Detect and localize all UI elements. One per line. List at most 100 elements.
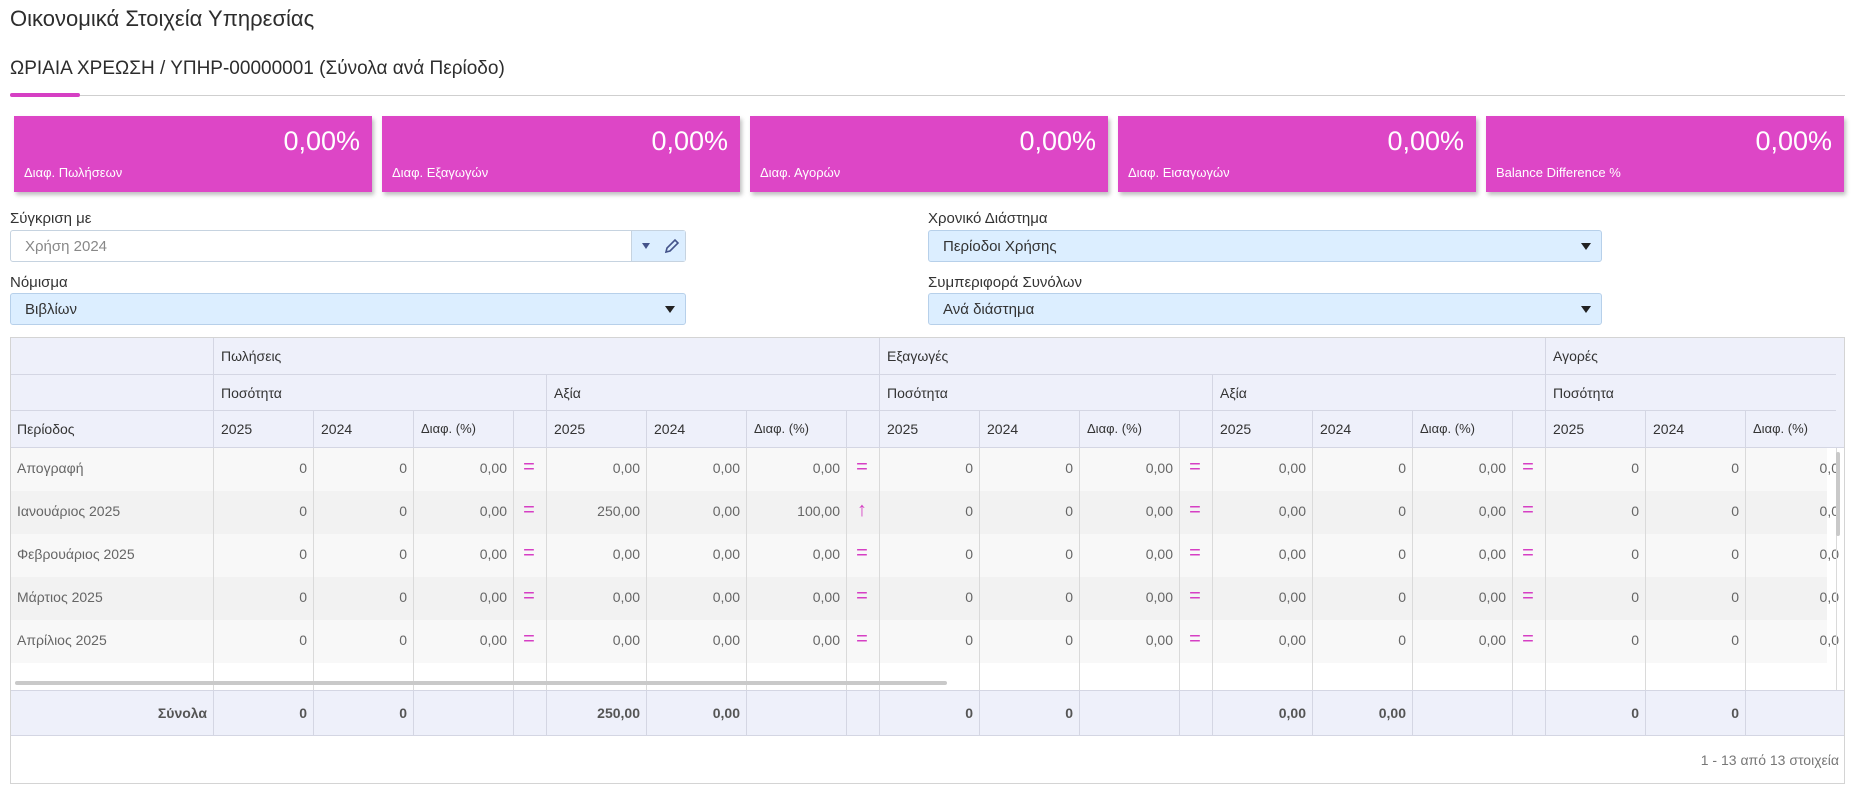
- grid-divider: [1212, 691, 1213, 735]
- value-cell: 0: [965, 460, 973, 476]
- totals-behavior-label: Συμπεριφορά Συνόλων: [928, 274, 1082, 291]
- column-header[interactable]: 2025: [1212, 411, 1312, 448]
- column-header[interactable]: 2025: [1545, 411, 1645, 448]
- compare-actions: [631, 231, 685, 261]
- column-header[interactable]: 2025: [546, 411, 646, 448]
- kpi-label: Balance Difference %: [1496, 165, 1621, 180]
- table-row[interactable]: Ιανουάριος 2025 0 0 0,00 = 250,00 0,00 100,00 ↑ 0…: [11, 491, 1839, 534]
- column-header[interactable]: 2024: [313, 411, 413, 448]
- grid-divider: [546, 448, 547, 728]
- value-cell: 0: [299, 546, 307, 562]
- total-cell: 0,00: [712, 705, 740, 721]
- tab-hourly-charge[interactable]: ΩΡΙΑΙΑ ΧΡΕΩΣΗ / ΥΠΗΡ-00000001 (Σύνολα αν…: [10, 58, 505, 79]
- value-cell: 0: [399, 589, 407, 605]
- total-cell: 0: [299, 705, 307, 721]
- value-cell: 0,00: [1478, 503, 1506, 519]
- grid-divider: [213, 448, 214, 728]
- table-row[interactable]: Φεβρουάριος 2025 0 0 0,00 = 0,00 0,00 0,00 = 0 0 0,…: [11, 534, 1839, 577]
- header-group-exports: Εξαγωγές: [879, 338, 1545, 375]
- value-cell: 0: [1731, 589, 1739, 605]
- column-header[interactable]: 2025: [213, 411, 313, 448]
- column-header-indicator: [1179, 411, 1212, 448]
- value-cell: 0: [1631, 460, 1639, 476]
- total-cell: 0: [965, 705, 973, 721]
- value-cell: 0: [965, 632, 973, 648]
- compare-combobox[interactable]: Χρήση 2024: [10, 230, 686, 262]
- tab-active-indicator: [10, 93, 80, 97]
- grid-divider: [1545, 448, 1546, 728]
- chevron-down-icon[interactable]: [642, 243, 650, 249]
- totals-label: Σύνολα: [157, 705, 207, 721]
- value-cell: 0: [399, 503, 407, 519]
- trend-equal-icon: =: [856, 628, 868, 650]
- grid-divider: [1745, 448, 1746, 728]
- column-header[interactable]: Διαφ. (%): [1745, 411, 1844, 448]
- table-row[interactable]: Μάρτιος 2025 0 0 0,00 = 0,00 0,00 0,00 = 0 0 0,00 = 0…: [11, 577, 1839, 620]
- period-select[interactable]: Περίοδοι Χρήσης: [928, 230, 1602, 262]
- value-cell: 0: [1631, 503, 1639, 519]
- column-header[interactable]: Διαφ. (%): [413, 411, 513, 448]
- value-cell: 0,00: [812, 546, 840, 562]
- value-cell: 0: [299, 503, 307, 519]
- value-cell: 0: [1398, 589, 1406, 605]
- value-cell: 0: [965, 546, 973, 562]
- header-sub-quantity: Ποσότητα: [213, 375, 546, 411]
- column-header[interactable]: 2024: [1312, 411, 1412, 448]
- trend-equal-icon: =: [1189, 499, 1201, 521]
- value-cell: 0: [1731, 546, 1739, 562]
- value-cell: 0,00: [1278, 460, 1306, 476]
- grid-divider: [1836, 448, 1837, 728]
- table-row[interactable]: Απρίλιος 2025 0 0 0,00 = 0,00 0,00 0,00 = 0 0 0,00 =…: [11, 620, 1839, 663]
- period-cell: Απρίλιος 2025: [17, 632, 107, 648]
- trend-equal-icon: =: [523, 628, 535, 650]
- value-cell: 0,00: [1478, 632, 1506, 648]
- total-cell: 250,00: [597, 705, 640, 721]
- edit-pencil-icon[interactable]: [664, 238, 680, 254]
- period-value: Περίοδοι Χρήσης: [943, 238, 1057, 255]
- column-header[interactable]: 2025: [879, 411, 979, 448]
- value-cell: 0: [1731, 503, 1739, 519]
- header-period[interactable]: Περίοδος: [11, 411, 213, 448]
- horizontal-scrollbar[interactable]: [15, 681, 947, 685]
- value-cell: 0,00: [812, 460, 840, 476]
- trend-equal-icon: =: [1522, 628, 1534, 650]
- header-sub-value: Αξία: [546, 375, 879, 411]
- grid-divider: [413, 691, 414, 735]
- value-cell: 0: [1398, 460, 1406, 476]
- value-cell: 0,00: [1278, 503, 1306, 519]
- value-cell: 0: [299, 460, 307, 476]
- value-cell: 0,00: [812, 589, 840, 605]
- total-cell: 0: [1065, 705, 1073, 721]
- header-sub-quantity: Ποσότητα: [879, 375, 1212, 411]
- value-cell: 0,00: [1145, 460, 1173, 476]
- totals-behavior-select[interactable]: Ανά διάστημα: [928, 293, 1602, 325]
- value-cell: 0,00: [712, 460, 740, 476]
- chevron-down-icon: [665, 306, 675, 313]
- header-sub-quantity: Ποσότητα: [1545, 375, 1836, 411]
- grid-divider: [646, 691, 647, 735]
- column-header[interactable]: Διαφ. (%): [1412, 411, 1512, 448]
- value-cell: 0,00: [479, 460, 507, 476]
- total-cell: 0: [1731, 705, 1739, 721]
- value-cell: 0,0: [1819, 503, 1839, 519]
- currency-select[interactable]: Βιβλίων: [10, 293, 686, 325]
- grid-divider: [513, 691, 514, 735]
- table-row[interactable]: Απογραφή 0 0 0,00 = 0,00 0,00 0,00 = 0 0 0,00 = 0,00 0…: [11, 448, 1839, 491]
- grid-divider: [546, 691, 547, 735]
- period-cell: Απογραφή: [17, 460, 84, 476]
- grid-divider: [513, 448, 514, 728]
- column-header[interactable]: 2024: [979, 411, 1079, 448]
- grid-divider: [1512, 448, 1513, 728]
- grid-totals-row: Σύνολα 0 0 250,00 0,00 0 0 0,00 0,00 0 0: [11, 690, 1844, 736]
- total-cell: 0: [1631, 705, 1639, 721]
- grid-divider: [979, 691, 980, 735]
- column-header[interactable]: Διαφ. (%): [746, 411, 846, 448]
- column-header[interactable]: 2024: [1645, 411, 1745, 448]
- grid-divider: [313, 691, 314, 735]
- column-header[interactable]: Διαφ. (%): [1079, 411, 1179, 448]
- kpi-value: 0,00%: [651, 126, 728, 156]
- column-header[interactable]: 2024: [646, 411, 746, 448]
- vertical-scrollbar[interactable]: [1836, 452, 1840, 536]
- period-cell: Μάρτιος 2025: [17, 589, 103, 605]
